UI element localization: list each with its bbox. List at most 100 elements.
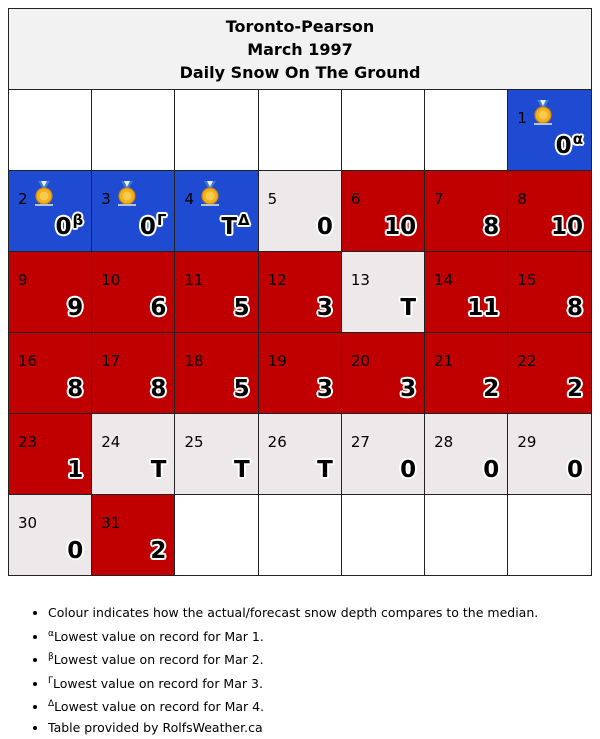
day-number: 11 (184, 271, 204, 289)
day-cell: 25 T (174, 413, 259, 495)
snow-depth-value: 3 (317, 295, 333, 321)
footnote-marker: Γ (48, 675, 54, 686)
snow-depth-value: 0α (556, 130, 583, 159)
snow-depth-number: 2 (150, 538, 167, 564)
day-number: 6 (350, 190, 361, 208)
empty-day-cell (257, 89, 342, 171)
day-number: 19 (267, 352, 287, 370)
calendar-week-row: 30 0 31 2 (7, 494, 592, 576)
day-cell: 11 5 (174, 251, 259, 333)
station-name: Toronto-Pearson (225, 16, 375, 36)
day-cell: 24 T (91, 413, 176, 495)
day-cell: 19 3 (257, 332, 342, 414)
snow-depth-value: 9 (67, 295, 83, 321)
day-cell: 15 8 (507, 251, 592, 333)
snow-depth-number: T (233, 457, 250, 483)
day-number: 10 (101, 271, 121, 289)
snow-depth-value: 2 (567, 376, 583, 402)
day-cell: 1 0α (507, 89, 592, 171)
day-cell: 31 2 (91, 494, 176, 576)
record-marker: β (72, 211, 84, 229)
day-number: 23 (18, 433, 38, 451)
snow-depth-number: 3 (400, 376, 417, 402)
snow-depth-value: 0Γ (140, 211, 167, 240)
footnote-text: Lowest value on record for Mar 2. (53, 652, 264, 668)
snow-depth-value: 8 (150, 376, 166, 402)
day-number: 2 (18, 190, 28, 208)
snow-depth-value: T (317, 457, 333, 483)
footnote-item: Colour indicates how the actual/forecast… (48, 603, 538, 624)
medal-icon (532, 99, 554, 125)
snow-depth-value: 8 (567, 295, 583, 321)
snow-depth-number: 2 (483, 376, 500, 402)
day-cell: 17 8 (91, 332, 176, 414)
snow-depth-value: 6 (150, 295, 166, 321)
snow-depth-number: 11 (467, 295, 500, 321)
empty-day-cell (174, 89, 259, 171)
snow-depth-value: 8 (483, 214, 499, 240)
snow-depth-number: 8 (566, 295, 583, 321)
calendar-weeks: 1 0α 2 0β 3 0Γ 4 TΔ 5 0 6 10 7 8 8 10 9 9 10 6 11 5 12 3 13 T 14 11… (7, 89, 592, 576)
empty-day-cell (257, 494, 342, 576)
footnote-text: Lowest value on record for Mar 4. (54, 699, 265, 715)
empty-day-cell (340, 494, 426, 576)
snow-depth-value: 5 (234, 295, 250, 321)
day-cell: 29 0 (507, 413, 592, 495)
footnote-item: βLowest value on record for Mar 2. (48, 647, 538, 671)
month-title: March 1997 (247, 39, 353, 59)
snow-depth-number: 5 (233, 295, 250, 321)
day-number: 3 (101, 190, 111, 208)
day-cell: 14 11 (424, 251, 509, 333)
day-cell: 13 T (340, 251, 426, 333)
empty-day-cell (91, 89, 176, 171)
snow-depth-value: T (400, 295, 416, 321)
footnote-item: ΔLowest value on record for Mar 4. (48, 694, 538, 718)
snow-depth-number: 0 (55, 214, 72, 240)
snow-depth-number: 2 (566, 376, 583, 402)
snow-depth-number: T (150, 457, 167, 483)
snow-depth-number: 0 (566, 457, 583, 483)
footnote-item: αLowest value on record for Mar 1. (48, 624, 538, 648)
day-number: 13 (350, 271, 370, 289)
empty-day-cell (424, 494, 509, 576)
snow-depth-value: T (151, 457, 167, 483)
snow-depth-number: 6 (150, 295, 167, 321)
day-number: 7 (434, 190, 444, 208)
day-number: 12 (267, 271, 287, 289)
snow-depth-number: T (221, 214, 238, 240)
calendar-week-row: 23 1 24 T 25 T 26 T 27 0 28 0 29 0 (7, 413, 592, 495)
snow-depth-value: 2 (150, 538, 166, 564)
day-cell: 18 5 (174, 332, 259, 414)
empty-day-cell (424, 89, 509, 171)
day-number: 17 (101, 352, 121, 370)
snow-depth-value: 0 (567, 457, 583, 483)
footnote-item: Table provided by RolfsWeather.ca (48, 718, 538, 739)
day-cell: 4 TΔ (174, 170, 259, 252)
day-number: 30 (18, 514, 38, 532)
snow-depth-number: 3 (316, 376, 333, 402)
snow-depth-number: T (317, 457, 333, 483)
day-cell: 26 T (257, 413, 342, 495)
snow-depth-value: 0 (483, 457, 499, 483)
snow-depth-value: 5 (234, 376, 250, 402)
record-marker: α (572, 130, 583, 148)
day-number: 8 (517, 190, 527, 208)
day-number: 21 (434, 352, 454, 370)
day-number: 24 (101, 433, 121, 451)
record-marker: Γ (156, 211, 167, 229)
footnote-text: Lowest value on record for Mar 3. (53, 675, 263, 691)
day-number: 27 (350, 433, 370, 451)
day-number: 9 (18, 271, 28, 289)
day-number: 25 (184, 433, 204, 451)
day-cell: 28 0 (424, 413, 509, 495)
footnotes-list: Colour indicates how the actual/forecast… (8, 603, 538, 739)
snow-depth-value: 10 (384, 214, 416, 240)
snow-depth-number: 9 (67, 295, 84, 321)
empty-day-cell (174, 494, 259, 576)
day-number: 22 (517, 352, 537, 370)
snow-depth-number: 8 (150, 376, 167, 402)
footnote-marker: β (48, 652, 54, 663)
snow-depth-number: 0 (555, 133, 572, 159)
